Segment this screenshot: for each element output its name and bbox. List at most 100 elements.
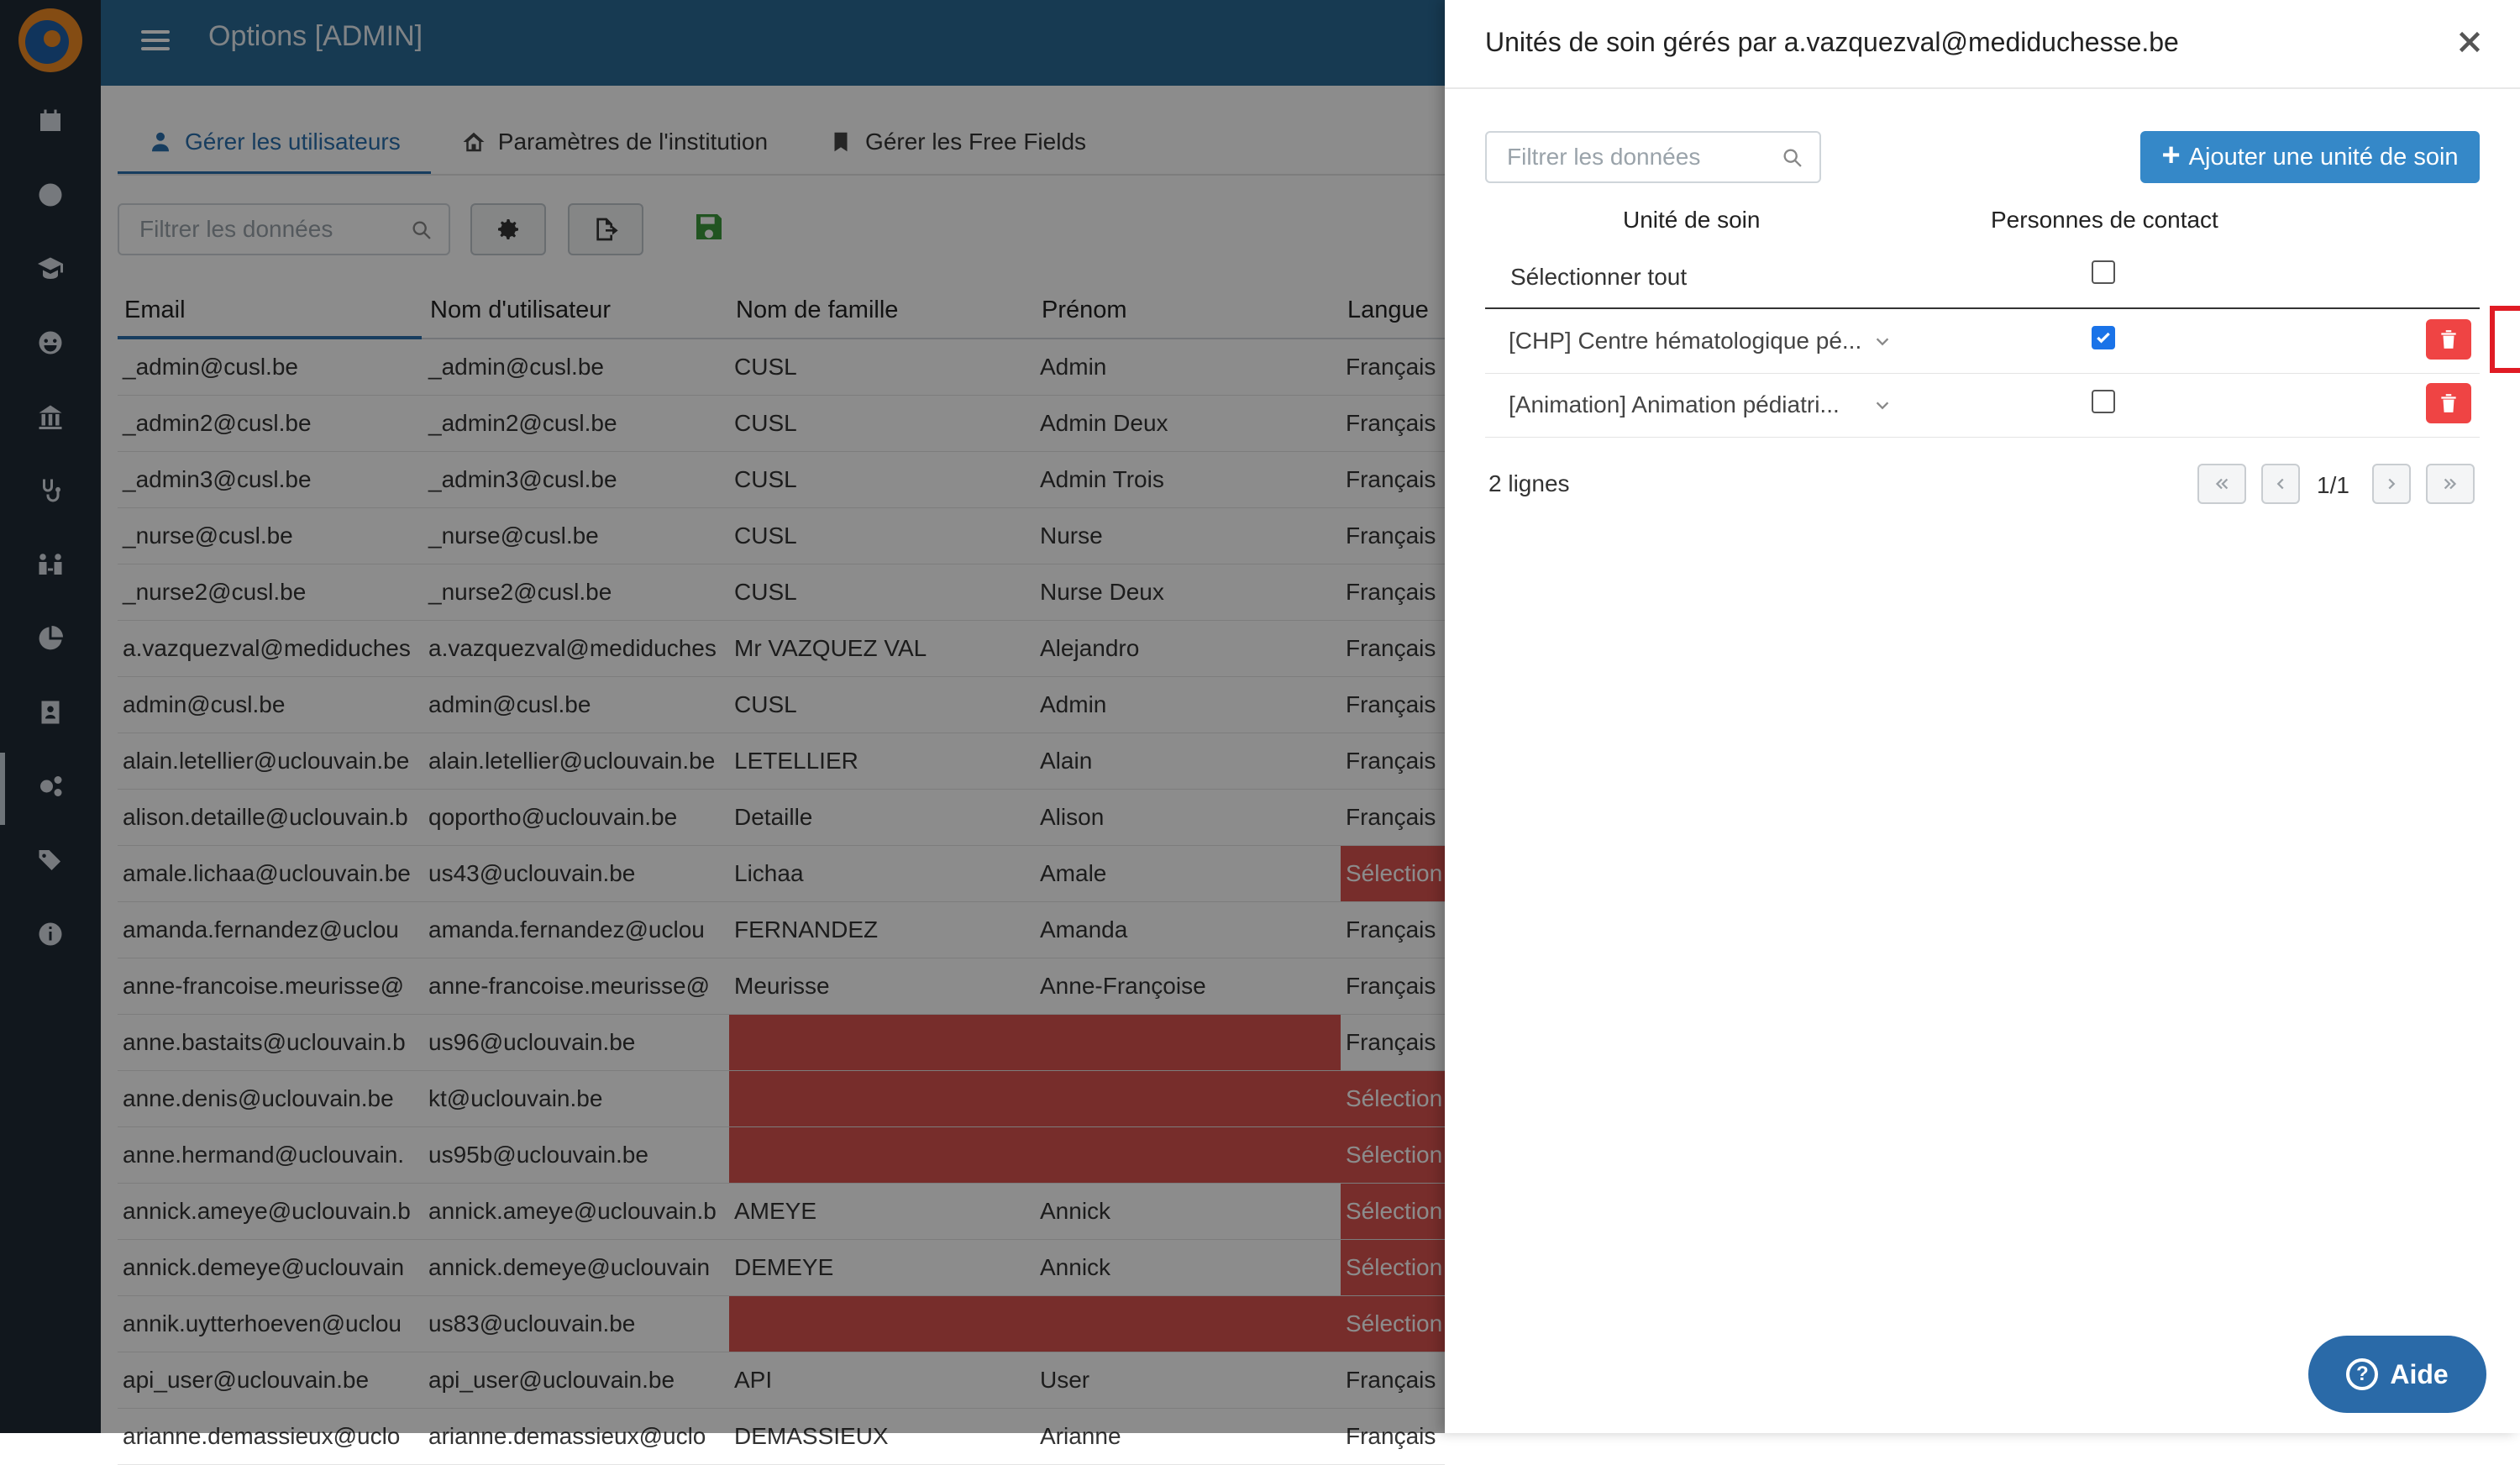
table-cell: alain.letellier@uclouvain.be [428, 748, 716, 774]
first-page-button[interactable] [2197, 464, 2246, 504]
help-label: Aide [2390, 1358, 2449, 1389]
institution-icon[interactable] [24, 390, 77, 444]
gear-icon [498, 219, 518, 239]
sort-indicator [118, 336, 422, 339]
table-cell: _nurse2@cusl.be [428, 579, 612, 605]
table-row[interactable]: annick.demeye@uclouvain annick.demeye@ucl… [118, 1240, 1445, 1296]
delete-button[interactable] [2426, 319, 2471, 360]
table-row[interactable]: _admin3@cusl.be _admin3@cusl.be CUSL Admin … [118, 452, 1445, 508]
delete-button[interactable] [2426, 383, 2471, 423]
table-cell: Français [1346, 973, 1436, 999]
chevron-down-icon[interactable] [1873, 333, 1892, 351]
prev-page-button[interactable] [2261, 464, 2300, 504]
page-indicator: 1/1 [2317, 472, 2349, 498]
select-all-label: Sélectionner tout [1510, 264, 1688, 290]
clock-icon[interactable] [24, 168, 77, 222]
column-email[interactable]: Email [124, 296, 186, 323]
contact-checkbox[interactable] [2092, 326, 2115, 349]
table-cell: Français [1346, 354, 1436, 380]
drawer-filter-field[interactable] [1485, 131, 1821, 183]
table-row[interactable]: annick.ameye@uclouvain.b annick.ameye@ucl… [118, 1184, 1445, 1240]
column-firstname[interactable]: Prénom [1042, 296, 1127, 323]
column-username[interactable]: Nom d'utilisateur [430, 296, 612, 323]
table-row[interactable]: a.vazquezval@mediduches a.vazquezval@medi… [118, 621, 1445, 677]
help-button[interactable]: ? Aide [2308, 1336, 2486, 1413]
table-row[interactable]: anne-francoise.meurisse@ anne-francoise.m… [118, 958, 1445, 1015]
close-icon[interactable] [2454, 27, 2488, 60]
column-care-unit: Unité de soin [1623, 207, 1761, 233]
table-cell: Annick [1040, 1198, 1111, 1224]
tab-free-fields[interactable]: Gérer les Free Fields [798, 109, 1116, 175]
table-row[interactable]: api_user@uclouvain.be api_user@uclouvain.… [118, 1352, 1445, 1409]
table-row[interactable]: alain.letellier@uclouvain.be alain.letell… [118, 733, 1445, 790]
table-row[interactable]: annik.uytterhoeven@uclou us83@uclouvain.b… [118, 1296, 1445, 1352]
sidebar [0, 0, 101, 1433]
tags-icon[interactable] [24, 833, 77, 887]
table-cell: _admin2@cusl.be [123, 410, 312, 436]
pie-chart-icon[interactable] [24, 612, 77, 665]
chevron-down-icon[interactable] [1873, 396, 1892, 415]
table-row[interactable]: amale.lichaa@uclouvain.be us43@uclouvain.… [118, 846, 1445, 902]
add-care-unit-button[interactable]: + Ajouter une unité de soin [2140, 131, 2480, 183]
care-unit-select[interactable]: [CHP] Centre hématologique pé... [1509, 328, 1862, 354]
table-cell: AMEYE [734, 1198, 817, 1224]
smile-icon[interactable] [24, 316, 77, 370]
table-row[interactable]: admin@cusl.be admin@cusl.be CUSL Admin Franç… [118, 677, 1445, 733]
contact-checkbox[interactable] [2092, 390, 2115, 413]
table-cell: amale.lichaa@uclouvain.be [123, 860, 411, 886]
table-row[interactable]: amanda.fernandez@uclou amanda.fernandez@u… [118, 902, 1445, 958]
table-cell: Français [1346, 522, 1436, 549]
active-indicator [0, 753, 5, 825]
modal-backdrop[interactable] [0, 0, 1445, 1433]
stethoscope-icon[interactable] [24, 464, 77, 517]
table-row[interactable]: _nurse@cusl.be _nurse@cusl.be CUSL Nurse Fra… [118, 508, 1445, 564]
tab-manage-users[interactable]: Gérer les utilisateurs [118, 109, 431, 175]
table-row[interactable]: _admin2@cusl.be _admin2@cusl.be CUSL Admin … [118, 396, 1445, 452]
table-cell: us96@uclouvain.be [428, 1029, 636, 1055]
table-row[interactable]: anne.bastaits@uclouvain.b us96@uclouvain.… [118, 1015, 1445, 1071]
table-cell: Français [1346, 1029, 1436, 1055]
tab-institution-settings[interactable]: Paramètres de l'institution [431, 109, 798, 175]
table-row[interactable]: _admin@cusl.be _admin@cusl.be CUSL Admin Fra… [118, 339, 1445, 396]
table-cell: _admin3@cusl.be [428, 466, 617, 492]
table-cell: Sélection [1341, 1296, 1445, 1352]
export-button[interactable] [568, 203, 643, 255]
drawer-title: Unités de soin gérés par a.vazquezval@me… [1485, 27, 2179, 57]
table-row[interactable]: anne.denis@uclouvain.be kt@uclouvain.be Sé… [118, 1071, 1445, 1127]
save-button[interactable] [692, 210, 726, 244]
chevron-right-icon [2388, 478, 2396, 490]
column-contact-persons: Personnes de contact [1991, 207, 2218, 233]
double-chevron-right-icon [2444, 478, 2457, 490]
table-cell: anne-francoise.meurisse@ [428, 973, 711, 999]
drawer-filter-input[interactable] [1505, 143, 1769, 171]
select-all-checkbox[interactable] [2092, 260, 2115, 284]
settings-gears-icon[interactable] [24, 759, 77, 813]
calendar-icon[interactable] [24, 94, 77, 148]
table-cell: Français [1346, 691, 1436, 717]
table-cell: Lichaa [734, 860, 804, 886]
care-unit-select[interactable]: [Animation] Animation pédiatri... [1509, 391, 1840, 417]
next-page-button[interactable] [2372, 464, 2411, 504]
main-filter-field[interactable] [118, 203, 450, 255]
menu-icon[interactable] [141, 25, 170, 59]
table-cell: api_user@uclouvain.be [428, 1367, 675, 1393]
contact-card-icon[interactable] [24, 685, 77, 739]
table-row[interactable]: alison.detaille@uclouvain.b qoportho@uclo… [118, 790, 1445, 846]
info-icon[interactable] [24, 907, 77, 961]
table-cell: a.vazquezval@mediduches [428, 635, 717, 661]
table-row[interactable]: anne.hermand@uclouvain. us95b@uclouvain.b… [118, 1127, 1445, 1184]
user-icon [152, 132, 169, 152]
table-cell: kt@uclouvain.be [428, 1085, 603, 1111]
table-cell: a.vazquezval@mediduches [123, 635, 411, 661]
main-filter-input[interactable] [138, 215, 393, 244]
teacher-icon[interactable] [24, 242, 77, 296]
drawer-divider [1445, 87, 2520, 89]
column-lastname[interactable]: Nom de famille [736, 296, 899, 323]
patients-icon[interactable] [24, 538, 77, 591]
settings-button[interactable] [470, 203, 546, 255]
app-logo[interactable] [18, 8, 82, 72]
column-language[interactable]: Langue [1347, 296, 1429, 323]
table-cell: Admin [1040, 691, 1107, 717]
last-page-button[interactable] [2426, 464, 2475, 504]
table-row[interactable]: _nurse2@cusl.be _nurse2@cusl.be CUSL Nurse … [118, 564, 1445, 621]
